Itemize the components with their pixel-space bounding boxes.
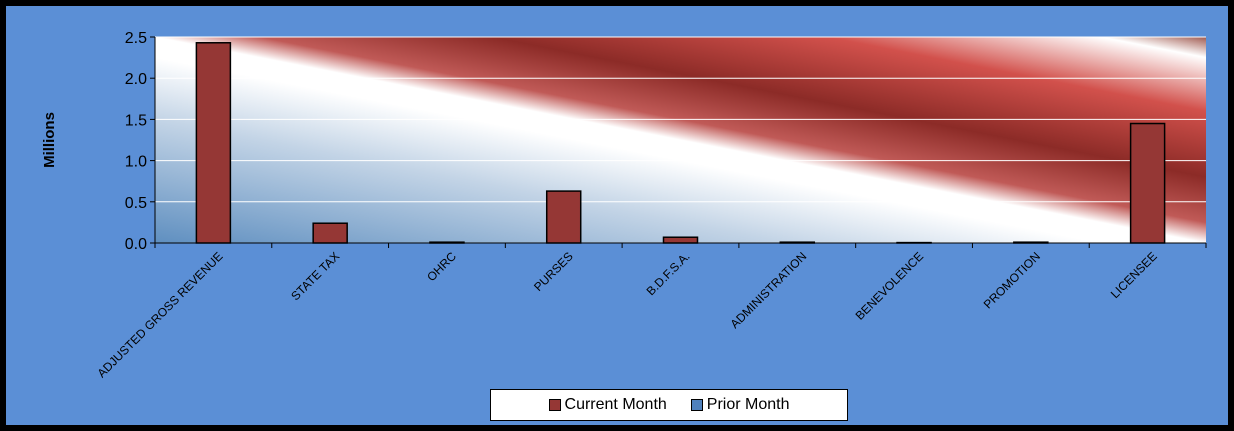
bar-current: [195, 42, 232, 244]
x-tick-label: PURSES: [531, 249, 576, 294]
x-tick-label: PROMOTION: [981, 249, 1043, 311]
y-axis: 0.0 0.5 1.0 1.5 2.0 2.5: [125, 30, 156, 253]
gridlines: [155, 36, 1206, 203]
bar-current: [662, 236, 699, 244]
bars: [195, 42, 1166, 244]
legend-swatch-prior: [690, 399, 703, 411]
y-tick-label: 0.0: [125, 236, 147, 253]
y-tick-label: 2.0: [125, 71, 147, 88]
x-tick-label: OHRC: [424, 249, 459, 284]
x-tick-label: ADJUSTED GROSS REVENUE: [94, 249, 225, 380]
x-tick-label: STATE TAX: [288, 249, 342, 303]
bar-current: [312, 222, 348, 244]
legend-item-prior: Prior Month: [690, 396, 790, 414]
y-tick-label: 0.5: [125, 195, 147, 212]
x-tick-label: BENEVOLENCE: [853, 249, 927, 323]
legend-item-current: Current Month: [548, 396, 667, 414]
x-tick-label: B.D.F.S.A.: [644, 249, 693, 298]
x-axis: ADJUSTED GROSS REVENUE STATE TAX OHRC PURSE…: [94, 242, 1207, 380]
x-tick-label: LICENSEE: [1108, 249, 1160, 301]
legend-label-prior: Prior Month: [706, 396, 790, 413]
x-tick-label: ADMINISTRATION: [728, 249, 810, 331]
plot-area: [155, 37, 1206, 243]
bar-current: [545, 190, 582, 244]
y-tick-label: 2.5: [125, 30, 147, 47]
y-tick-label: 1.5: [125, 112, 147, 129]
legend: Current Month Prior Month: [490, 389, 848, 421]
legend-swatch-current: [548, 399, 561, 411]
bar-current: [1129, 122, 1166, 244]
y-tick-label: 1.0: [125, 154, 147, 171]
y-axis-title: Millions: [41, 112, 58, 168]
legend-label-current: Current Month: [564, 396, 667, 413]
